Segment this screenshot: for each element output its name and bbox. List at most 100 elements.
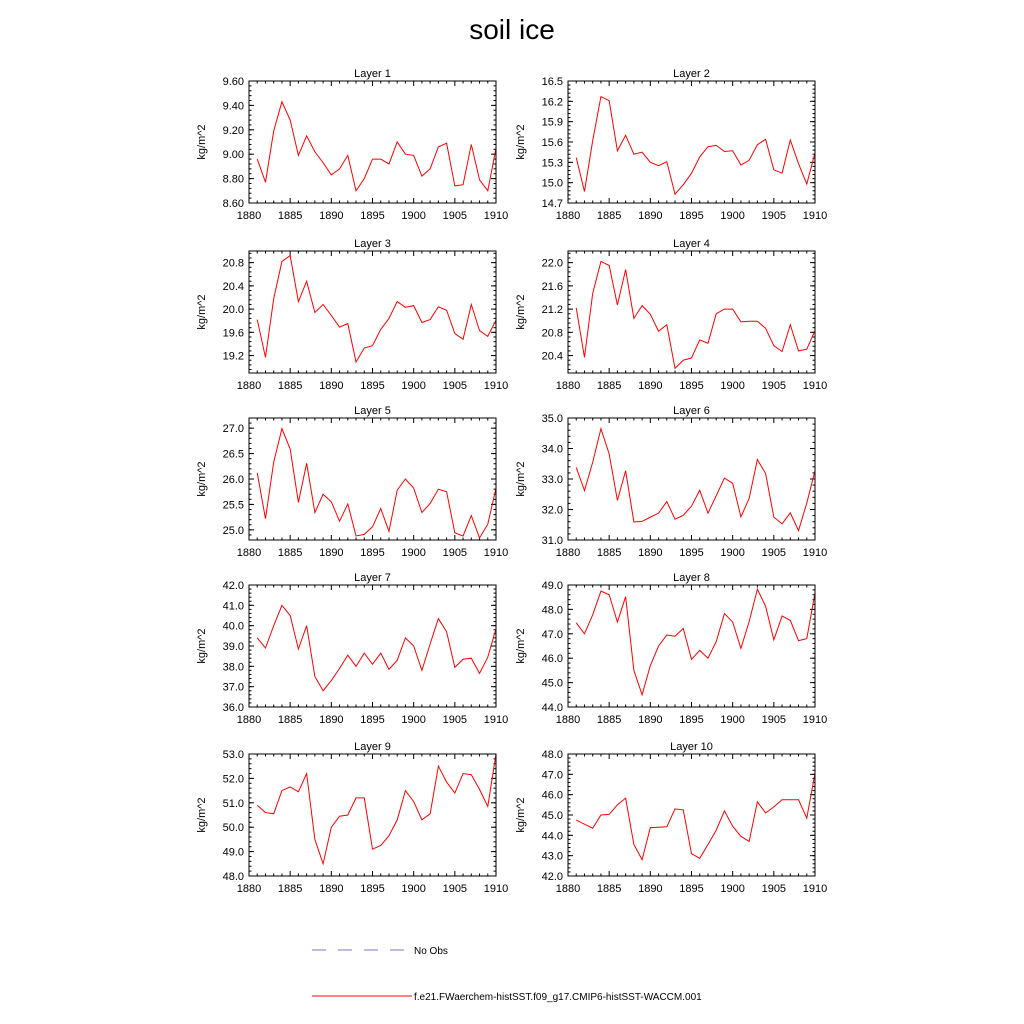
y-tick-label: 33.0 [542,474,563,486]
plot-frame [567,753,816,877]
y-tick-label: 9.60 [223,76,244,88]
x-tick-label: 1905 [762,883,786,895]
panel-layer-10: Layer 10 kg/m^2 1880 1885 1890 1895 1900 1905 19… [515,741,827,895]
y-tick-label: 46.0 [542,653,563,665]
x-tick-label: 1895 [679,380,703,392]
y-tick-label: 26.0 [223,474,244,486]
y-tick-label: 48.0 [223,871,244,883]
x-tick-label: 1880 [237,883,261,895]
y-tick-label: 47.0 [542,769,563,781]
x-tick-label: 1910 [484,547,508,559]
x-tick-label: 1895 [360,210,384,222]
x-tick-label: 1890 [319,883,343,895]
plot-frame [248,584,497,708]
x-tick-label: 1910 [484,883,508,895]
x-tick-label: 1880 [556,714,580,726]
x-tick-label: 1910 [484,714,508,726]
x-tick-label: 1895 [679,210,703,222]
series-line [256,100,497,193]
x-tick-label: 1895 [360,380,384,392]
y-axis-label: kg/m^2 [515,461,527,496]
y-tick-label: 20.8 [223,258,244,270]
y-tick-label: 15.3 [542,157,563,169]
x-tick-label: 1900 [720,210,744,222]
y-tick-label: 27.0 [223,423,244,435]
series-line [576,773,816,862]
x-tick-label: 1885 [278,883,302,895]
y-tick-label: 8.60 [223,198,244,210]
y-axis-label: kg/m^2 [515,294,527,329]
y-tick-label: 19.2 [223,351,244,363]
x-tick-label: 1895 [360,714,384,726]
x-tick-label: 1880 [237,714,261,726]
x-tick-label: 1885 [597,210,621,222]
series-line [256,254,497,364]
series-line [256,427,497,540]
figure-title: soil ice [469,14,555,45]
x-tick-label: 1905 [443,547,467,559]
legend: No Obs f.e21.FWaerchem-histSST.f09_g17.C… [312,946,702,1003]
series-line [575,95,816,196]
x-tick-label: 1880 [556,883,580,895]
x-tick-label: 1890 [638,883,662,895]
y-tick-label: 20.4 [223,281,244,293]
y-axis-label: kg/m^2 [196,797,208,832]
y-tick-label: 49.0 [223,847,244,859]
panel-title: Layer 2 [673,68,710,80]
y-tick-label: 42.0 [223,580,244,592]
y-tick-label: 46.0 [542,790,563,802]
panel-layer-2: Layer 2 kg/m^2 1880 1885 1890 1895 1900 1905 191… [515,68,827,222]
panel-layer-6: Layer 6 kg/m^2 1880 1885 1890 1895 1900 1905 191… [515,405,827,559]
x-tick-label: 1905 [762,210,786,222]
y-tick-label: 15.9 [542,117,563,129]
panel-title: Layer 5 [354,405,391,417]
y-axis-label: kg/m^2 [515,124,527,159]
x-tick-label: 1900 [401,380,425,392]
y-tick-label: 44.0 [542,702,563,714]
y-tick-label: 40.0 [223,621,244,633]
y-tick-label: 51.0 [223,798,244,810]
x-tick-label: 1890 [319,210,343,222]
x-tick-label: 1910 [484,380,508,392]
y-tick-label: 45.0 [542,810,563,822]
y-tick-label: 20.0 [223,304,244,316]
model-legend-label: f.e21.FWaerchem-histSST.f09_g17.CMIP6-hi… [414,992,702,1003]
x-tick-label: 1900 [720,547,744,559]
y-tick-label: 47.0 [542,629,563,641]
y-tick-label: 9.40 [223,100,244,112]
plot-frame [248,250,497,374]
panel-layer-7: Layer 7 kg/m^2 1880 1885 1890 1895 1900 1905 191… [196,572,508,726]
series-line [575,260,816,370]
x-tick-label: 1900 [720,714,744,726]
x-tick-label: 1880 [556,210,580,222]
panel-title: Layer 6 [673,405,710,417]
plot-frame [567,417,816,541]
y-tick-label: 31.0 [542,535,563,547]
series-line [575,587,816,697]
y-tick-label: 16.2 [542,96,563,108]
x-tick-label: 1895 [679,883,703,895]
y-tick-label: 20.8 [542,327,563,339]
y-tick-label: 15.0 [542,178,563,190]
y-tick-label: 37.0 [223,682,244,694]
y-tick-label: 43.0 [542,851,563,863]
y-tick-label: 48.0 [542,604,563,616]
y-tick-label: 52.0 [223,773,244,785]
y-tick-label: 22.0 [542,258,563,270]
x-tick-label: 1900 [401,210,425,222]
y-tick-label: 21.6 [542,281,563,293]
y-tick-label: 15.6 [542,137,563,149]
panel-layer-3: Layer 3 kg/m^2 1880 1885 1890 1895 1900 1905 191… [196,238,508,392]
y-axis-label: kg/m^2 [515,628,527,663]
x-tick-label: 1890 [638,380,662,392]
x-tick-label: 1905 [443,714,467,726]
x-tick-label: 1890 [638,547,662,559]
x-tick-label: 1895 [679,547,703,559]
x-tick-label: 1905 [762,380,786,392]
x-tick-label: 1900 [401,714,425,726]
y-tick-label: 36.0 [223,702,244,714]
y-tick-label: 50.0 [223,822,244,834]
panel-layer-8: Layer 8 kg/m^2 1880 1885 1890 1895 1900 1905 191… [515,572,827,726]
panel-title: Layer 1 [354,68,391,80]
y-tick-label: 42.0 [542,871,563,883]
